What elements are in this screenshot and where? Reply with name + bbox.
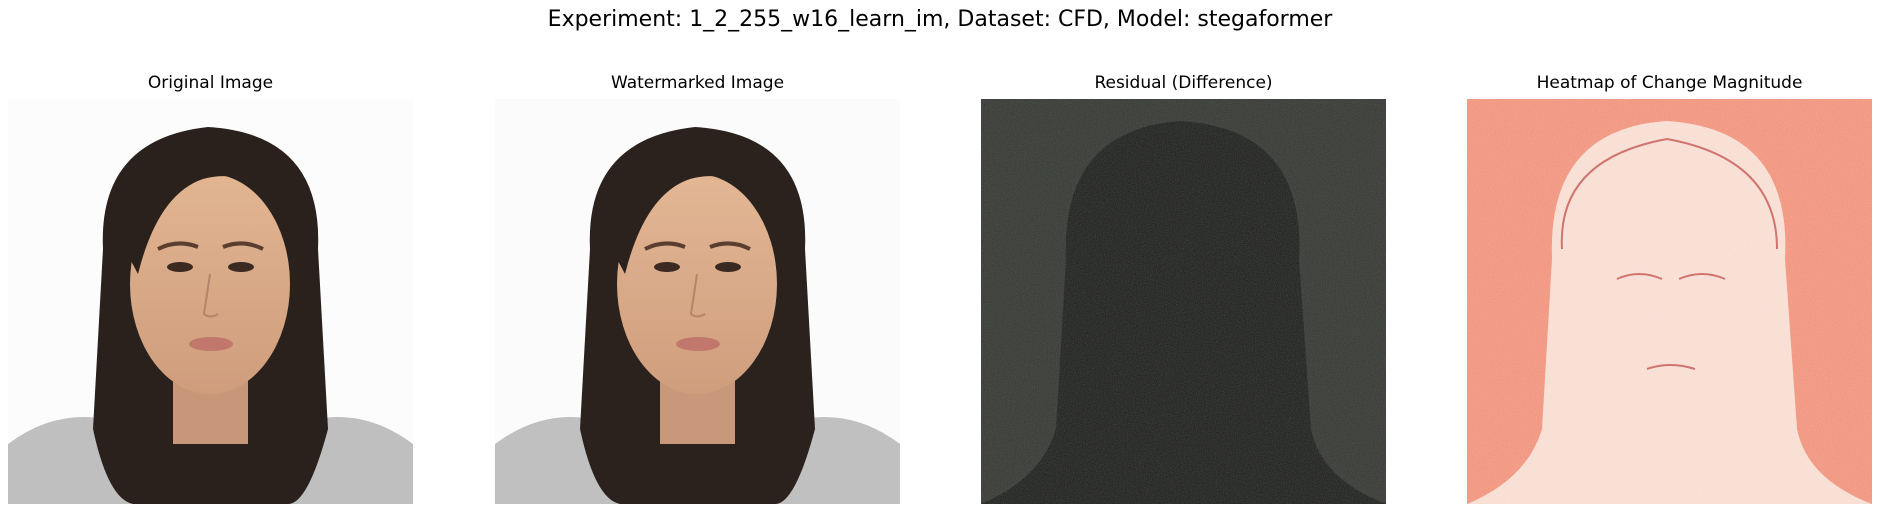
residual-image xyxy=(981,99,1386,504)
watermarked-image xyxy=(495,99,900,504)
panel-title-original: Original Image xyxy=(147,73,274,93)
panel-watermarked: Watermarked Image xyxy=(495,72,900,504)
panel-title-heatmap: Heatmap of Change Magnitude xyxy=(1536,73,1803,93)
panel-title-watermarked: Watermarked Image xyxy=(610,73,785,93)
panel-original: Original Image xyxy=(8,72,413,504)
figure-title: Experiment: 1_2_255_w16_learn_im, Datase… xyxy=(547,7,1333,32)
heatmap-image xyxy=(1467,99,1872,504)
heatmap-hotspots xyxy=(1560,137,1778,370)
panel-residual: Residual (Difference) xyxy=(981,72,1386,504)
panel-heatmap: Heatmap of Change Magnitude xyxy=(1467,72,1872,504)
original-image xyxy=(8,99,413,504)
panel-title-residual: Residual (Difference) xyxy=(1094,73,1273,93)
